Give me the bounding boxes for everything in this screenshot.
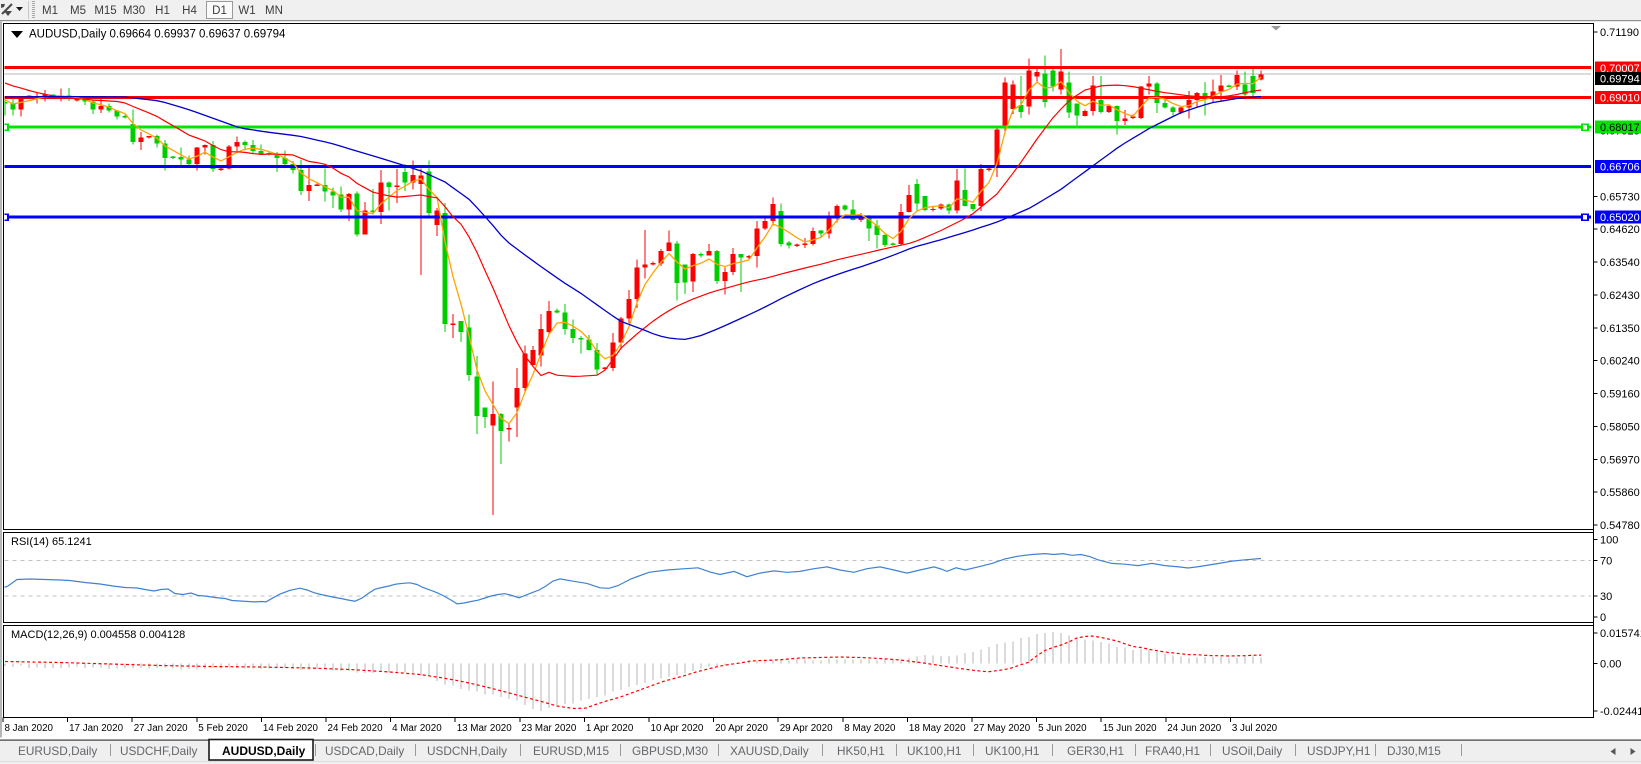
svg-text:UK100,H1: UK100,H1 bbox=[907, 744, 961, 758]
svg-text:GBPUSD,M30: GBPUSD,M30 bbox=[632, 744, 708, 758]
svg-text:3 Jul 2020: 3 Jul 2020 bbox=[1232, 723, 1278, 734]
svg-text:0.64620: 0.64620 bbox=[1600, 224, 1640, 236]
svg-text:15 Jun 2020: 15 Jun 2020 bbox=[1103, 723, 1157, 734]
svg-text:MACD(12,26,9) 0.004558 0.00412: MACD(12,26,9) 0.004558 0.004128 bbox=[11, 629, 185, 641]
svg-text:MN: MN bbox=[265, 5, 283, 17]
svg-text:8 May 2020: 8 May 2020 bbox=[844, 723, 896, 734]
svg-text:0.015741: 0.015741 bbox=[1600, 628, 1641, 640]
svg-text:EURUSD,M15: EURUSD,M15 bbox=[533, 744, 609, 758]
svg-text:24 Jun 2020: 24 Jun 2020 bbox=[1167, 723, 1221, 734]
svg-text:D1: D1 bbox=[212, 5, 227, 17]
svg-text:0.59160: 0.59160 bbox=[1600, 389, 1640, 401]
svg-text:0.65730: 0.65730 bbox=[1600, 191, 1640, 203]
svg-text:0.54780: 0.54780 bbox=[1600, 520, 1640, 532]
svg-text:0.66706: 0.66706 bbox=[1600, 162, 1640, 174]
svg-text:0.62430: 0.62430 bbox=[1600, 290, 1640, 302]
svg-text:20 Apr 2020: 20 Apr 2020 bbox=[715, 723, 768, 734]
svg-text:M1: M1 bbox=[42, 5, 58, 17]
svg-text:70: 70 bbox=[1600, 555, 1612, 567]
svg-text:AUDUSD,Daily 0.69664 0.69937: AUDUSD,Daily 0.69664 0.69937 0.69637 0.6… bbox=[29, 29, 286, 41]
svg-text:USDJPY,H1: USDJPY,H1 bbox=[1307, 744, 1370, 758]
svg-text:USDCAD,Daily: USDCAD,Daily bbox=[325, 744, 404, 758]
svg-text:0.69010: 0.69010 bbox=[1600, 92, 1640, 104]
svg-text:0.61350: 0.61350 bbox=[1600, 323, 1640, 335]
svg-text:18 May 2020: 18 May 2020 bbox=[909, 723, 966, 734]
svg-text:27 Jan 2020: 27 Jan 2020 bbox=[134, 723, 188, 734]
svg-text:8 Jan 2020: 8 Jan 2020 bbox=[5, 723, 54, 734]
svg-text:0.00: 0.00 bbox=[1600, 659, 1621, 671]
svg-text:23 Mar 2020: 23 Mar 2020 bbox=[521, 723, 577, 734]
svg-text:0.55860: 0.55860 bbox=[1600, 487, 1640, 499]
svg-text:0.63540: 0.63540 bbox=[1600, 257, 1640, 269]
svg-text:AUDUSD,Daily: AUDUSD,Daily bbox=[222, 744, 306, 758]
svg-text:0: 0 bbox=[1600, 612, 1606, 624]
svg-text:1 Apr 2020: 1 Apr 2020 bbox=[586, 723, 634, 734]
svg-text:13 Mar 2020: 13 Mar 2020 bbox=[457, 723, 513, 734]
svg-text:24 Feb 2020: 24 Feb 2020 bbox=[328, 723, 384, 734]
svg-text:0.65020: 0.65020 bbox=[1600, 212, 1640, 224]
svg-text:100: 100 bbox=[1600, 535, 1618, 547]
svg-text:HK50,H1: HK50,H1 bbox=[837, 744, 885, 758]
svg-text:0.69794: 0.69794 bbox=[1600, 74, 1640, 86]
svg-text:4 Mar 2020: 4 Mar 2020 bbox=[392, 723, 442, 734]
svg-text:USOil,Daily: USOil,Daily bbox=[1222, 744, 1282, 758]
svg-text:0.71190: 0.71190 bbox=[1600, 27, 1639, 39]
svg-text:EURUSD,Daily: EURUSD,Daily bbox=[18, 744, 97, 758]
svg-text:10 Apr 2020: 10 Apr 2020 bbox=[651, 723, 704, 734]
svg-text:M15: M15 bbox=[94, 5, 116, 17]
svg-text:-0.024412: -0.024412 bbox=[1600, 706, 1641, 718]
svg-text:USDCNH,Daily: USDCNH,Daily bbox=[427, 744, 507, 758]
svg-text:GER30,H1: GER30,H1 bbox=[1067, 744, 1124, 758]
svg-text:0.68017: 0.68017 bbox=[1600, 122, 1640, 134]
svg-text:H1: H1 bbox=[155, 5, 170, 17]
svg-text:H4: H4 bbox=[182, 5, 197, 17]
svg-text:30: 30 bbox=[1600, 591, 1612, 603]
svg-text:UK100,H1: UK100,H1 bbox=[985, 744, 1039, 758]
svg-text:M5: M5 bbox=[70, 5, 86, 17]
svg-text:0.60240: 0.60240 bbox=[1600, 356, 1640, 368]
svg-text:0.58050: 0.58050 bbox=[1600, 421, 1640, 433]
svg-text:5 Jun 2020: 5 Jun 2020 bbox=[1038, 723, 1087, 734]
svg-text:USDCHF,Daily: USDCHF,Daily bbox=[120, 744, 197, 758]
svg-text:FRA40,H1: FRA40,H1 bbox=[1145, 744, 1200, 758]
svg-text:RSI(14) 65.1241: RSI(14) 65.1241 bbox=[11, 536, 92, 548]
svg-text:M30: M30 bbox=[123, 5, 145, 17]
svg-text:27 May 2020: 27 May 2020 bbox=[974, 723, 1031, 734]
svg-text:5 Feb 2020: 5 Feb 2020 bbox=[198, 723, 248, 734]
svg-text:0.56970: 0.56970 bbox=[1600, 454, 1640, 466]
svg-text:XAUUSD,Daily: XAUUSD,Daily bbox=[730, 744, 809, 758]
svg-text:14 Feb 2020: 14 Feb 2020 bbox=[263, 723, 319, 734]
svg-text:W1: W1 bbox=[238, 5, 255, 17]
svg-text:17 Jan 2020: 17 Jan 2020 bbox=[69, 723, 123, 734]
svg-text:29 Apr 2020: 29 Apr 2020 bbox=[780, 723, 833, 734]
svg-text:DJ30,M15: DJ30,M15 bbox=[1387, 744, 1441, 758]
